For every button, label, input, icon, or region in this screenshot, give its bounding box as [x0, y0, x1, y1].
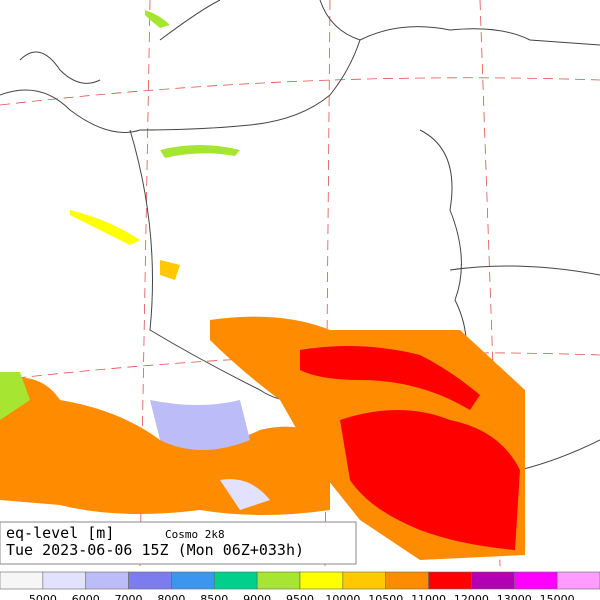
colorbar-box — [471, 571, 515, 590]
colorbar-label: 12000 — [454, 593, 489, 600]
colorbar-label: 8000 — [157, 593, 185, 600]
colorbar-label: 7000 — [115, 593, 143, 600]
colorbar-box — [0, 571, 44, 590]
colorbar-label: 10000 — [325, 593, 360, 600]
colorbar-box — [385, 571, 429, 590]
colorbar: 5000 6000 7000 8000 8500 9000 9500 10000 10500 11… — [0, 571, 600, 600]
colorbar-box — [256, 571, 301, 590]
colorbar-box — [428, 571, 472, 590]
colorbar-box — [128, 571, 172, 590]
colorbar-box — [42, 571, 87, 590]
colorbar-label: 9500 — [286, 593, 314, 600]
colorbar-box — [85, 571, 129, 590]
colorbar-label: 15000 — [540, 593, 575, 600]
colorbar-label: 13000 — [497, 593, 532, 600]
colorbar-label: 8500 — [200, 593, 228, 600]
precip-areas — [0, 10, 525, 560]
field-label: eq-level [m] — [6, 524, 114, 542]
colorbar-box — [556, 571, 600, 590]
model-label: Cosmo 2k8 — [165, 528, 225, 541]
colorbar-box — [213, 571, 258, 590]
time-label: Tue 2023-06-06 15Z (Mon 06Z+033h) — [6, 541, 304, 559]
colorbar-box — [171, 571, 215, 590]
colorbar-label: 10500 — [368, 593, 403, 600]
info-box — [0, 521, 357, 565]
colorbar-label: 6000 — [72, 593, 100, 600]
colorbar-box — [342, 571, 387, 590]
colorbar-box — [299, 571, 344, 590]
colorbar-box — [513, 571, 558, 590]
colorbar-label: 11000 — [411, 593, 446, 600]
colorbar-label: 5000 — [29, 593, 57, 600]
colorbar-label: 9000 — [243, 593, 271, 600]
